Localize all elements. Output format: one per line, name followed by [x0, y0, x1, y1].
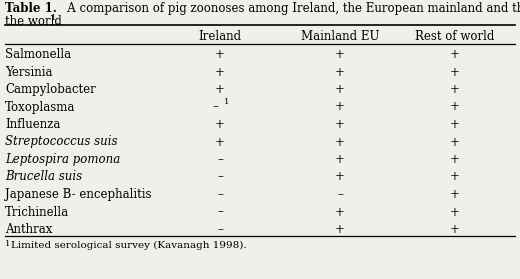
- Text: +: +: [215, 118, 225, 131]
- Text: +: +: [335, 100, 345, 114]
- Text: –: –: [217, 153, 223, 166]
- Text: Anthrax: Anthrax: [5, 223, 53, 236]
- Text: +: +: [450, 66, 460, 78]
- Text: +: +: [450, 48, 460, 61]
- Text: Yersinia: Yersinia: [5, 66, 53, 78]
- Text: –: –: [217, 206, 223, 218]
- Text: +: +: [335, 83, 345, 96]
- Text: +: +: [450, 136, 460, 148]
- Text: –: –: [212, 100, 218, 114]
- Text: +: +: [450, 206, 460, 218]
- Text: +: +: [215, 66, 225, 78]
- Text: Salmonella: Salmonella: [5, 48, 71, 61]
- Text: +: +: [450, 153, 460, 166]
- Text: +: +: [335, 136, 345, 148]
- Text: Campylobacter: Campylobacter: [5, 83, 96, 96]
- Text: +: +: [450, 188, 460, 201]
- Text: the world: the world: [5, 15, 62, 28]
- Text: Trichinella: Trichinella: [5, 206, 69, 218]
- Text: .: .: [56, 15, 59, 28]
- Text: Streptococcus suis: Streptococcus suis: [5, 136, 118, 148]
- Text: –: –: [337, 188, 343, 201]
- Text: +: +: [450, 170, 460, 184]
- Text: +: +: [335, 48, 345, 61]
- Text: +: +: [335, 223, 345, 236]
- Text: +: +: [335, 66, 345, 78]
- Text: +: +: [335, 118, 345, 131]
- Text: +: +: [450, 83, 460, 96]
- Text: Toxoplasma: Toxoplasma: [5, 100, 75, 114]
- Text: Japanese B- encephalitis: Japanese B- encephalitis: [5, 188, 151, 201]
- Text: Influenza: Influenza: [5, 118, 60, 131]
- Text: +: +: [450, 223, 460, 236]
- Text: A comparison of pig zoonoses among Ireland, the European mainland and the rest o: A comparison of pig zoonoses among Irela…: [56, 2, 520, 15]
- Text: –: –: [217, 223, 223, 236]
- Text: Leptospira pomona: Leptospira pomona: [5, 153, 120, 166]
- Text: 1: 1: [224, 98, 230, 107]
- Text: Mainland EU: Mainland EU: [301, 30, 379, 43]
- Text: +: +: [215, 83, 225, 96]
- Text: 1: 1: [51, 13, 56, 21]
- Text: +: +: [450, 118, 460, 131]
- Text: Brucella suis: Brucella suis: [5, 170, 82, 184]
- Text: Rest of world: Rest of world: [415, 30, 495, 43]
- Text: –: –: [217, 188, 223, 201]
- Text: +: +: [335, 153, 345, 166]
- Text: 1: 1: [5, 239, 10, 247]
- Text: +: +: [450, 100, 460, 114]
- Text: Table 1.: Table 1.: [5, 2, 57, 15]
- Text: Ireland: Ireland: [199, 30, 242, 43]
- Text: +: +: [335, 170, 345, 184]
- Text: –: –: [217, 170, 223, 184]
- Text: +: +: [215, 48, 225, 61]
- Text: +: +: [215, 136, 225, 148]
- Text: +: +: [335, 206, 345, 218]
- Text: Limited serological survey (Kavanagh 1998).: Limited serological survey (Kavanagh 199…: [11, 240, 246, 250]
